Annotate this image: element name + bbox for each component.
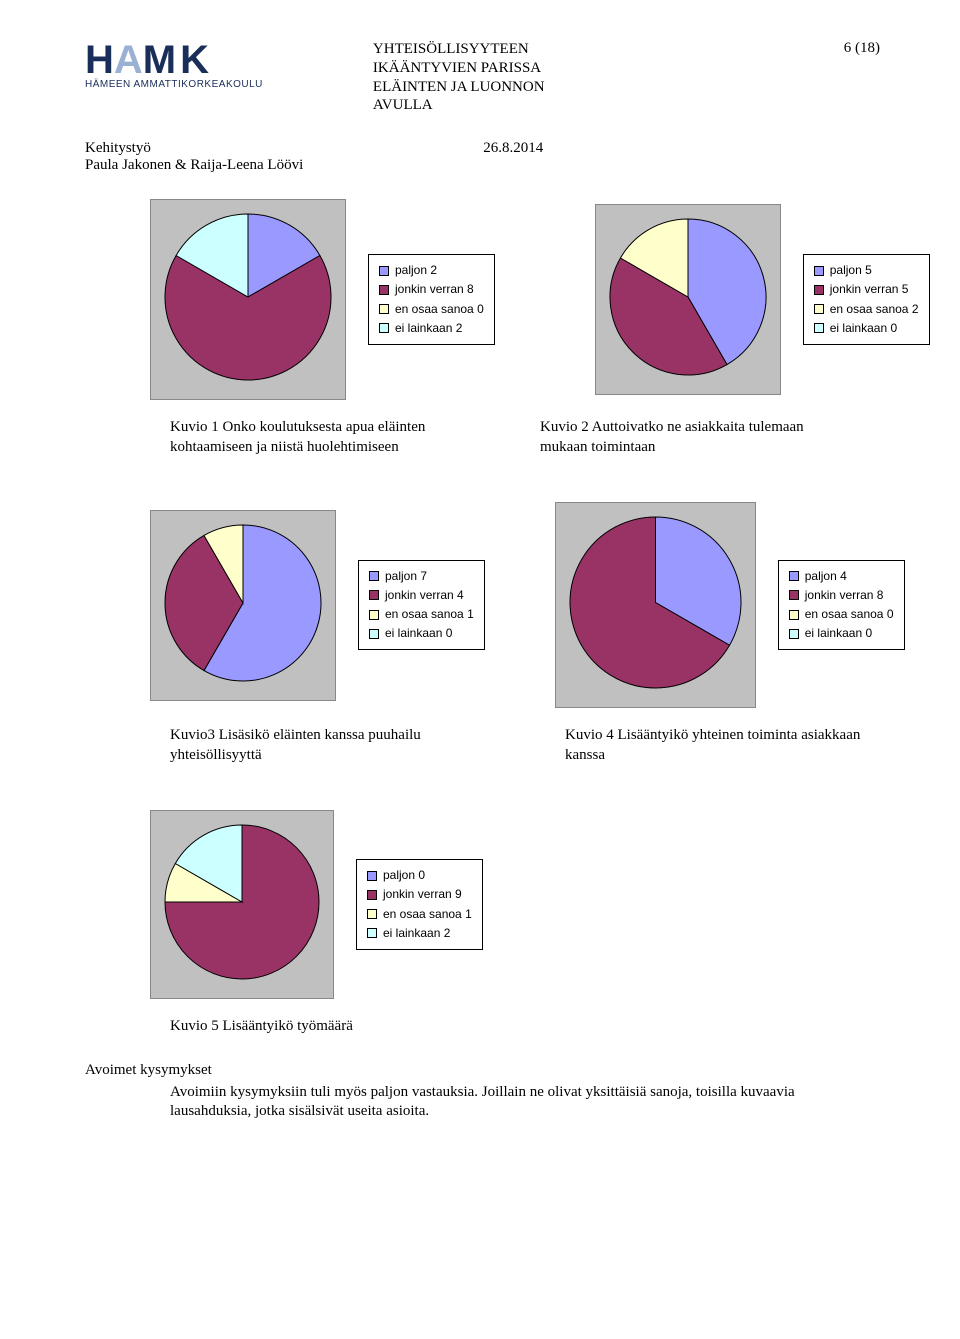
legend-item: jonkin verran 8: [379, 280, 484, 299]
legend-swatch: [367, 928, 377, 938]
section-heading: Avoimet kysymykset: [85, 1062, 890, 1079]
legend-swatch: [789, 571, 799, 581]
legend-swatch: [814, 304, 824, 314]
legend-swatch: [379, 285, 389, 295]
legend-label: jonkin verran 4: [385, 586, 464, 605]
legend-label: jonkin verran 8: [395, 280, 474, 299]
legend-item: paljon 4: [789, 567, 894, 586]
legend: paljon 2jonkin verran 8en osaa sanoa 0ei…: [368, 254, 495, 345]
legend-item: paljon 2: [379, 261, 484, 280]
legend-item: en osaa sanoa 2: [814, 300, 919, 319]
legend-label: ei lainkaan 2: [383, 924, 450, 943]
legend-swatch: [369, 571, 379, 581]
title-line: IKÄÄNTYVIEN PARISSA: [373, 59, 545, 78]
chart-2: paljon 5jonkin verran 5en osaa sanoa 2ei…: [595, 199, 930, 400]
legend-label: paljon 5: [830, 261, 872, 280]
caption-2: Kuvio 2 Auttoivatko ne asiakkaita tulema…: [540, 418, 850, 457]
page-number: 6 (18): [844, 40, 890, 57]
legend-label: jonkin verran 5: [830, 280, 909, 299]
legend-label: paljon 2: [395, 261, 437, 280]
chart-1: paljon 2jonkin verran 8en osaa sanoa 0ei…: [150, 199, 495, 400]
legend-swatch: [789, 590, 799, 600]
legend-item: en osaa sanoa 1: [369, 605, 474, 624]
legend-swatch: [367, 909, 377, 919]
subtitle-line: Kehitystyö: [85, 140, 303, 157]
legend-item: jonkin verran 5: [814, 280, 919, 299]
legend-label: ei lainkaan 0: [830, 319, 897, 338]
legend-item: en osaa sanoa 1: [367, 905, 472, 924]
pie-chart: [568, 515, 743, 690]
legend-swatch: [814, 323, 824, 333]
pie-chart: [163, 523, 323, 683]
legend-swatch: [367, 871, 377, 881]
chart-5: paljon 0jonkin verran 9en osaa sanoa 1ei…: [150, 810, 483, 999]
legend-swatch: [369, 590, 379, 600]
logo-subtitle: HÄMEEN AMMATTIKORKEAKOULU: [85, 80, 263, 90]
legend-swatch: [379, 323, 389, 333]
legend-item: en osaa sanoa 0: [379, 300, 484, 319]
doc-date: 26.8.2014: [483, 140, 543, 174]
pie-chart: [608, 217, 768, 377]
title-line: ELÄINTEN JA LUONNON: [373, 78, 545, 97]
legend-item: en osaa sanoa 0: [789, 605, 894, 624]
pie-chart: [163, 212, 333, 382]
legend-swatch: [369, 610, 379, 620]
logo: HAMK HÄMEEN AMMATTIKORKEAKOULU: [85, 40, 263, 90]
legend-item: jonkin verran 9: [367, 885, 472, 904]
subtitle-line: Paula Jakonen & Raija-Leena Löövi: [85, 157, 303, 174]
body-paragraph: Avoimiin kysymyksiin tuli myös paljon va…: [170, 1083, 870, 1122]
legend-item: paljon 7: [369, 567, 474, 586]
legend-label: paljon 7: [385, 567, 427, 586]
legend-label: ei lainkaan 0: [385, 624, 452, 643]
legend-swatch: [379, 266, 389, 276]
legend-label: en osaa sanoa 2: [830, 300, 919, 319]
legend-item: ei lainkaan 0: [369, 624, 474, 643]
legend-swatch: [367, 890, 377, 900]
chart-4: paljon 4jonkin verran 8en osaa sanoa 0ei…: [555, 502, 905, 708]
caption-5: Kuvio 5 Lisääntyikö työmäärä: [170, 1017, 353, 1037]
caption-4: Kuvio 4 Lisääntyikö yhteinen toiminta as…: [565, 726, 875, 765]
legend: paljon 7jonkin verran 4en osaa sanoa 1ei…: [358, 560, 485, 651]
legend-item: jonkin verran 8: [789, 586, 894, 605]
legend-item: paljon 5: [814, 261, 919, 280]
legend-label: jonkin verran 8: [805, 586, 884, 605]
caption-3: Kuvio3 Lisäsikö eläinten kanssa puuhailu…: [170, 726, 480, 765]
legend: paljon 4jonkin verran 8en osaa sanoa 0ei…: [778, 560, 905, 651]
legend-label: en osaa sanoa 1: [385, 605, 474, 624]
legend-label: paljon 4: [805, 567, 847, 586]
legend-swatch: [814, 285, 824, 295]
legend-label: en osaa sanoa 1: [383, 905, 472, 924]
legend: paljon 5jonkin verran 5en osaa sanoa 2ei…: [803, 254, 930, 345]
legend-label: ei lainkaan 0: [805, 624, 872, 643]
chart-3: paljon 7jonkin verran 4en osaa sanoa 1ei…: [150, 502, 485, 708]
legend-label: en osaa sanoa 0: [805, 605, 894, 624]
legend-label: jonkin verran 9: [383, 885, 462, 904]
legend: paljon 0jonkin verran 9en osaa sanoa 1ei…: [356, 859, 483, 950]
legend-swatch: [814, 266, 824, 276]
pie-chart: [163, 823, 321, 981]
legend-item: ei lainkaan 2: [379, 319, 484, 338]
legend-swatch: [379, 304, 389, 314]
caption-1: Kuvio 1 Onko koulutuksesta apua eläinten…: [170, 418, 480, 457]
legend-swatch: [789, 610, 799, 620]
legend-item: ei lainkaan 2: [367, 924, 472, 943]
title-line: YHTEISÖLLISYYTEEN: [373, 40, 545, 59]
legend-label: paljon 0: [383, 866, 425, 885]
title-line: AVULLA: [373, 96, 545, 115]
legend-item: ei lainkaan 0: [814, 319, 919, 338]
legend-swatch: [369, 629, 379, 639]
legend-item: jonkin verran 4: [369, 586, 474, 605]
legend-label: en osaa sanoa 0: [395, 300, 484, 319]
legend-swatch: [789, 629, 799, 639]
legend-item: ei lainkaan 0: [789, 624, 894, 643]
legend-item: paljon 0: [367, 866, 472, 885]
legend-label: ei lainkaan 2: [395, 319, 462, 338]
doc-title: YHTEISÖLLISYYTEEN IKÄÄNTYVIEN PARISSA EL…: [373, 40, 545, 115]
